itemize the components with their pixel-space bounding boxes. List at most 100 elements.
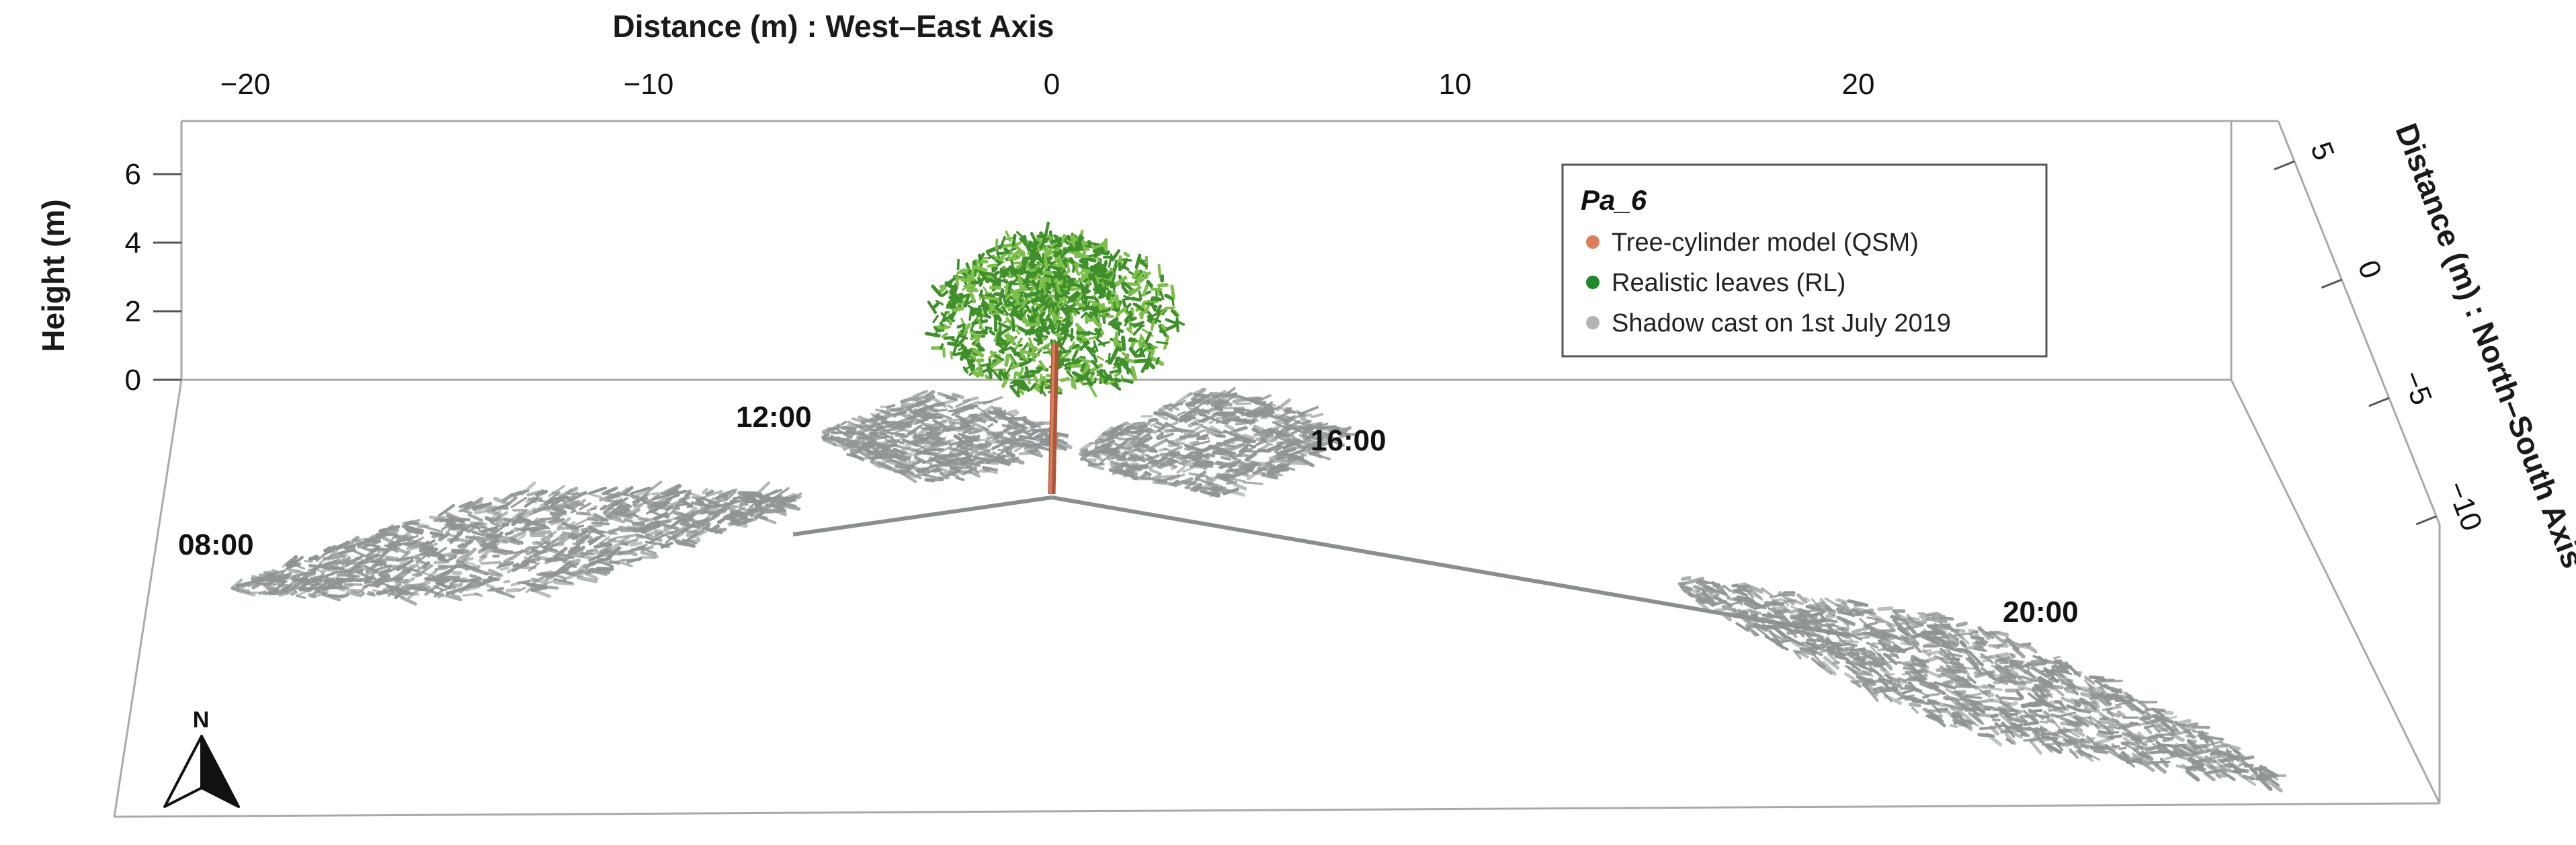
leaf-point (1157, 283, 1169, 288)
shadow-point (553, 514, 564, 520)
shadow-point (598, 518, 606, 524)
shadow-point (1171, 445, 1183, 452)
shadow-point (1929, 623, 1951, 628)
shadow-point (1276, 446, 1297, 456)
leaf-point (1111, 249, 1121, 261)
shadow-point (1284, 466, 1296, 471)
shadow-point (1816, 602, 1825, 606)
leaf-point (1050, 242, 1056, 248)
leaf-point (1030, 296, 1046, 303)
leaf-point (1029, 282, 1036, 289)
leaf-point (979, 269, 990, 284)
shadow-point (499, 567, 509, 571)
shadow-point (611, 494, 620, 500)
shadow-point (1283, 415, 1295, 424)
shadow-point (2073, 721, 2083, 726)
leaf-point (941, 332, 949, 338)
shadow-point (438, 556, 446, 562)
shadow-point (861, 447, 880, 455)
leaf-point (1009, 301, 1015, 308)
shadow-point (501, 523, 509, 527)
shadow-point (1946, 664, 1954, 673)
shadow-point (1310, 422, 1329, 430)
y-axis-title: Distance (m) : North–South Axis (2389, 118, 2576, 573)
leaf-point (1011, 383, 1017, 388)
leaf-point (935, 300, 944, 306)
shadow-point (2061, 696, 2079, 706)
shadow-point (1153, 411, 1169, 421)
shadow-point (437, 593, 444, 599)
leaf-point (972, 310, 983, 318)
shadow-point (1029, 429, 1041, 437)
leaf-point (1018, 388, 1025, 395)
shadow-point (1798, 609, 1815, 618)
box-floor-left-diagonal (113, 379, 183, 817)
shadow-point (2056, 678, 2074, 682)
shadow-point (1216, 416, 1232, 421)
leaf-point (1097, 305, 1108, 310)
shadow-point (482, 537, 493, 543)
leaf-point (1096, 355, 1105, 361)
shadow-point (1836, 625, 1843, 631)
shadow-point (456, 560, 475, 571)
leaf-point (1003, 327, 1011, 332)
shadow-point (575, 535, 589, 547)
leaf-point (1009, 385, 1020, 398)
leaf-point (1086, 276, 1096, 281)
shadow-point (2104, 696, 2114, 701)
leaf-point (1140, 350, 1146, 358)
shadow-point (1176, 467, 1186, 474)
shadow-point (624, 538, 638, 545)
leaf-point (1099, 268, 1108, 275)
leaf-point (1076, 234, 1083, 250)
shadow-point (2108, 724, 2117, 729)
shadow-point (646, 506, 661, 515)
shadow-point (1185, 399, 1200, 407)
shadow-point (575, 536, 584, 544)
shadow-point (2184, 743, 2202, 754)
shadow-point (663, 525, 673, 531)
shadow-point (561, 522, 579, 531)
shadow-point (706, 490, 723, 497)
leaf-point (1117, 362, 1122, 374)
shadow-point (451, 594, 461, 598)
shadow-point (597, 530, 606, 534)
shadow-point (1128, 465, 1140, 471)
shadow-point (1797, 612, 1805, 617)
leaf-point (993, 275, 999, 282)
shadow-point (528, 555, 540, 558)
y-tick-label: −5 (2395, 366, 2438, 409)
leaf-point (995, 314, 1003, 322)
leaf-point (1126, 327, 1133, 334)
shadow-point (1974, 685, 1991, 698)
shadow-point (617, 551, 627, 555)
shadow-point (2040, 693, 2051, 698)
shadow-point (904, 405, 915, 412)
shadow-point (915, 448, 927, 454)
leaf-point (1024, 291, 1040, 298)
shadow-point (1226, 481, 1238, 485)
leaf-point (1043, 245, 1048, 258)
shadow-point (1871, 661, 1880, 666)
y-tick-mark (2415, 515, 2437, 526)
leaf-point (1008, 354, 1015, 364)
shadow-point (1190, 483, 1202, 491)
leaf-point (1030, 329, 1044, 333)
shadow-point (355, 570, 369, 578)
shadow-point (1862, 682, 1876, 687)
shadow-point (645, 540, 663, 546)
leaf-point (1089, 267, 1104, 278)
shadow-point (916, 471, 929, 477)
shadow-point (2090, 697, 2100, 706)
leaf-point (983, 286, 989, 294)
shadow-point (472, 506, 483, 512)
z-axis-title: Height (m) (36, 199, 71, 352)
leaf-point (991, 266, 998, 273)
leaf-point (1001, 306, 1009, 316)
shadow-point (1695, 598, 1710, 611)
shadow-point (1083, 458, 1097, 462)
shadow-point (1248, 438, 1265, 451)
shadow-point (341, 576, 356, 582)
shadow-point (415, 552, 430, 564)
shadow-point (1206, 415, 1220, 422)
